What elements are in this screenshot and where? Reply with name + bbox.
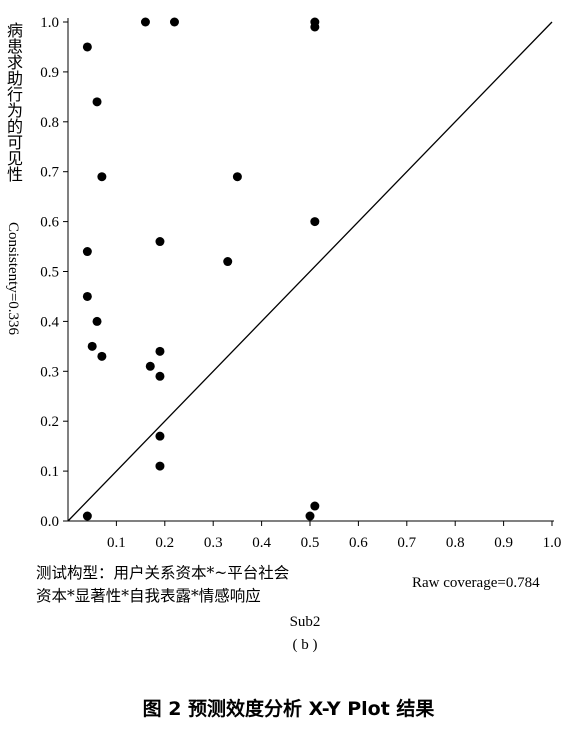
data-point — [82, 511, 92, 521]
x-tick-label: 0.3 — [204, 535, 223, 551]
data-points-group — [82, 17, 320, 521]
data-point — [232, 172, 242, 182]
y-tick-label: 0.9 — [40, 65, 59, 81]
data-point — [92, 316, 102, 326]
x-tick-label: 0.9 — [494, 535, 513, 551]
y-tick-label: 0.0 — [40, 514, 59, 530]
y-tick-label: 0.8 — [40, 115, 59, 131]
y-tick-label: 0.2 — [40, 414, 59, 430]
x-axis-label: Sub2 — [289, 614, 321, 630]
model-description: 测试构型：用户关系资本*~平台社会 资本*显著性*自我表露*情感响应 — [36, 562, 289, 608]
y-tick-label: 0.4 — [40, 314, 59, 330]
data-point — [145, 361, 155, 371]
data-point — [155, 371, 165, 381]
x-tick-label: 0.4 — [252, 535, 271, 551]
model-description-line-2: 资本*显著性*自我表露*情感响应 — [36, 587, 261, 605]
data-point — [97, 172, 107, 182]
data-point — [140, 17, 150, 27]
consistency-label: Consistenty=0.336 — [5, 222, 21, 336]
subfigure-label: ( b ) — [292, 637, 318, 653]
x-tick-label: 0.8 — [446, 535, 465, 551]
x-tick-label: 0.2 — [155, 535, 174, 551]
y-tick-label: 0.5 — [40, 265, 59, 281]
x-tick-label: 0.6 — [349, 535, 368, 551]
x-tick-label: 0.7 — [397, 535, 416, 551]
data-point — [310, 501, 320, 511]
x-tick-label: 0.1 — [107, 535, 126, 551]
data-point — [82, 247, 92, 257]
x-tick-label: 1.0 — [543, 535, 562, 551]
x-tick-group: 0.1 0.2 0.3 0.4 0.5 0.6 0.7 0.8 0.9 1.0 — [107, 521, 561, 551]
data-point — [155, 431, 165, 441]
figure-caption: 图 2 预测效度分析 X-Y Plot 结果 — [142, 698, 435, 720]
data-point — [155, 346, 165, 356]
data-point — [87, 341, 97, 351]
data-point — [310, 22, 320, 32]
data-point — [97, 351, 107, 361]
diagonal-reference-line — [67, 21, 553, 522]
x-tick-label: 0.5 — [301, 535, 320, 551]
data-point — [155, 461, 165, 471]
raw-coverage-label: Raw coverage=0.784 — [412, 575, 540, 591]
data-point — [82, 42, 92, 52]
model-description-line-1: 测试构型：用户关系资本*~平台社会 — [36, 564, 290, 582]
y-tick-label: 0.3 — [40, 364, 59, 380]
data-point — [223, 257, 233, 267]
y-tick-group: 0.0 0.1 0.2 0.3 0.4 0.5 0.6 0.7 0.8 0.9 1.0 — [40, 15, 68, 530]
data-point — [310, 217, 320, 227]
y-axis-label: 病患求助行为的可见性 — [4, 22, 23, 182]
data-point — [92, 97, 102, 107]
y-tick-label: 0.6 — [40, 215, 59, 231]
data-point — [169, 17, 179, 27]
y-tick-label: 0.1 — [40, 464, 59, 480]
data-point — [82, 291, 92, 301]
y-tick-label: 0.7 — [40, 165, 59, 181]
data-point — [155, 237, 165, 247]
data-point — [305, 511, 315, 521]
y-tick-label: 1.0 — [40, 15, 59, 31]
